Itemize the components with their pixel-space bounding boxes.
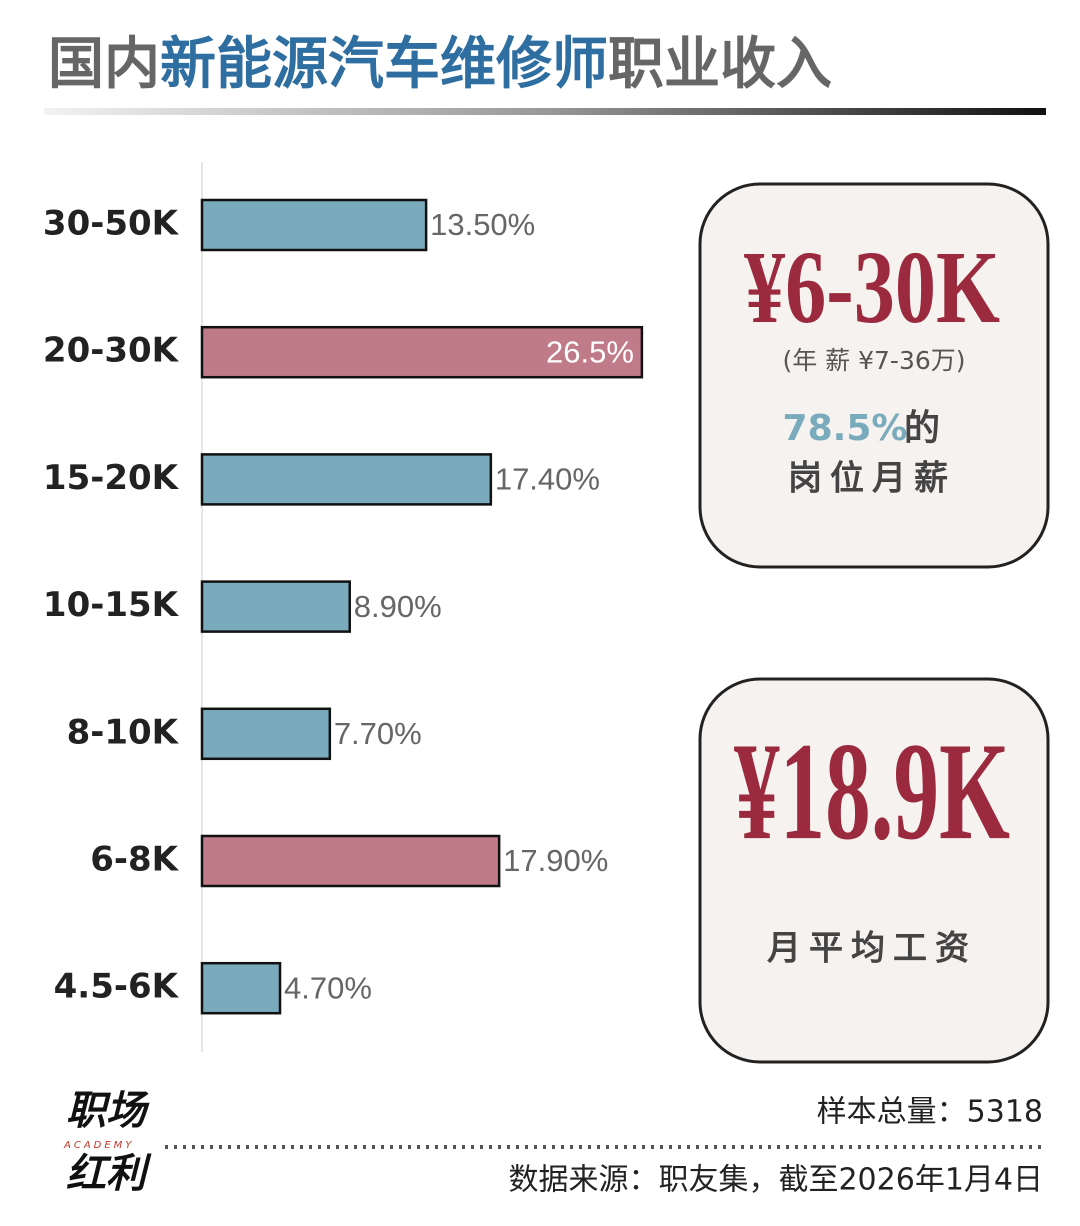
title-segment: 新能源汽车维修师 (160, 32, 608, 97)
annual-note: (年 薪 ¥7-36万) (782, 346, 965, 375)
share: 78.5% (783, 408, 908, 449)
logo-bottom: 红利 (66, 1151, 152, 1197)
title: 国内新能源汽车维修师职业收入 (48, 32, 832, 97)
value-label: 4.70% (284, 970, 372, 1005)
bar (200, 707, 332, 761)
logo-middle: ACADEMY (63, 1140, 134, 1151)
category-label: 30-50K (43, 204, 180, 244)
title-underline (44, 108, 1046, 115)
value-label: 26.5% (546, 334, 634, 369)
bar (200, 580, 351, 633)
bar (200, 453, 493, 506)
category-label: 15-20K (43, 458, 180, 498)
bar (200, 961, 282, 1015)
category-label: 6-8K (90, 840, 179, 880)
bar (200, 198, 428, 252)
value-label: 17.90% (503, 843, 608, 878)
category-label: 4.5-6K (54, 967, 180, 1007)
caption: 岗位月薪 (788, 459, 956, 499)
value-label: 8.90% (354, 589, 442, 624)
bar (200, 834, 501, 888)
average-salary: ¥18.9K (734, 714, 1010, 869)
value-label: 17.40% (495, 462, 600, 497)
highlight-box (698, 677, 1050, 1064)
caption: 月平均工资 (767, 929, 977, 969)
highlight-box (698, 182, 1050, 569)
bar (200, 325, 644, 379)
salary-range: ¥6-30K (744, 230, 1000, 345)
sample-size: 样本总量：5318 (817, 1095, 1043, 1130)
title-segment: 国内 (48, 32, 160, 97)
logo-top: 职场 (66, 1088, 150, 1134)
category-label: 10-15K (43, 585, 180, 625)
category-label: 20-30K (43, 331, 180, 371)
value-label: 13.50% (430, 207, 535, 242)
source: 数据来源：职友集，截至2026年1月4日 (508, 1163, 1043, 1198)
share-suffix: 的 (904, 408, 940, 449)
value-label: 7.70% (334, 716, 422, 751)
title-segment: 职业收入 (608, 32, 832, 97)
category-label: 8-10K (67, 712, 180, 752)
